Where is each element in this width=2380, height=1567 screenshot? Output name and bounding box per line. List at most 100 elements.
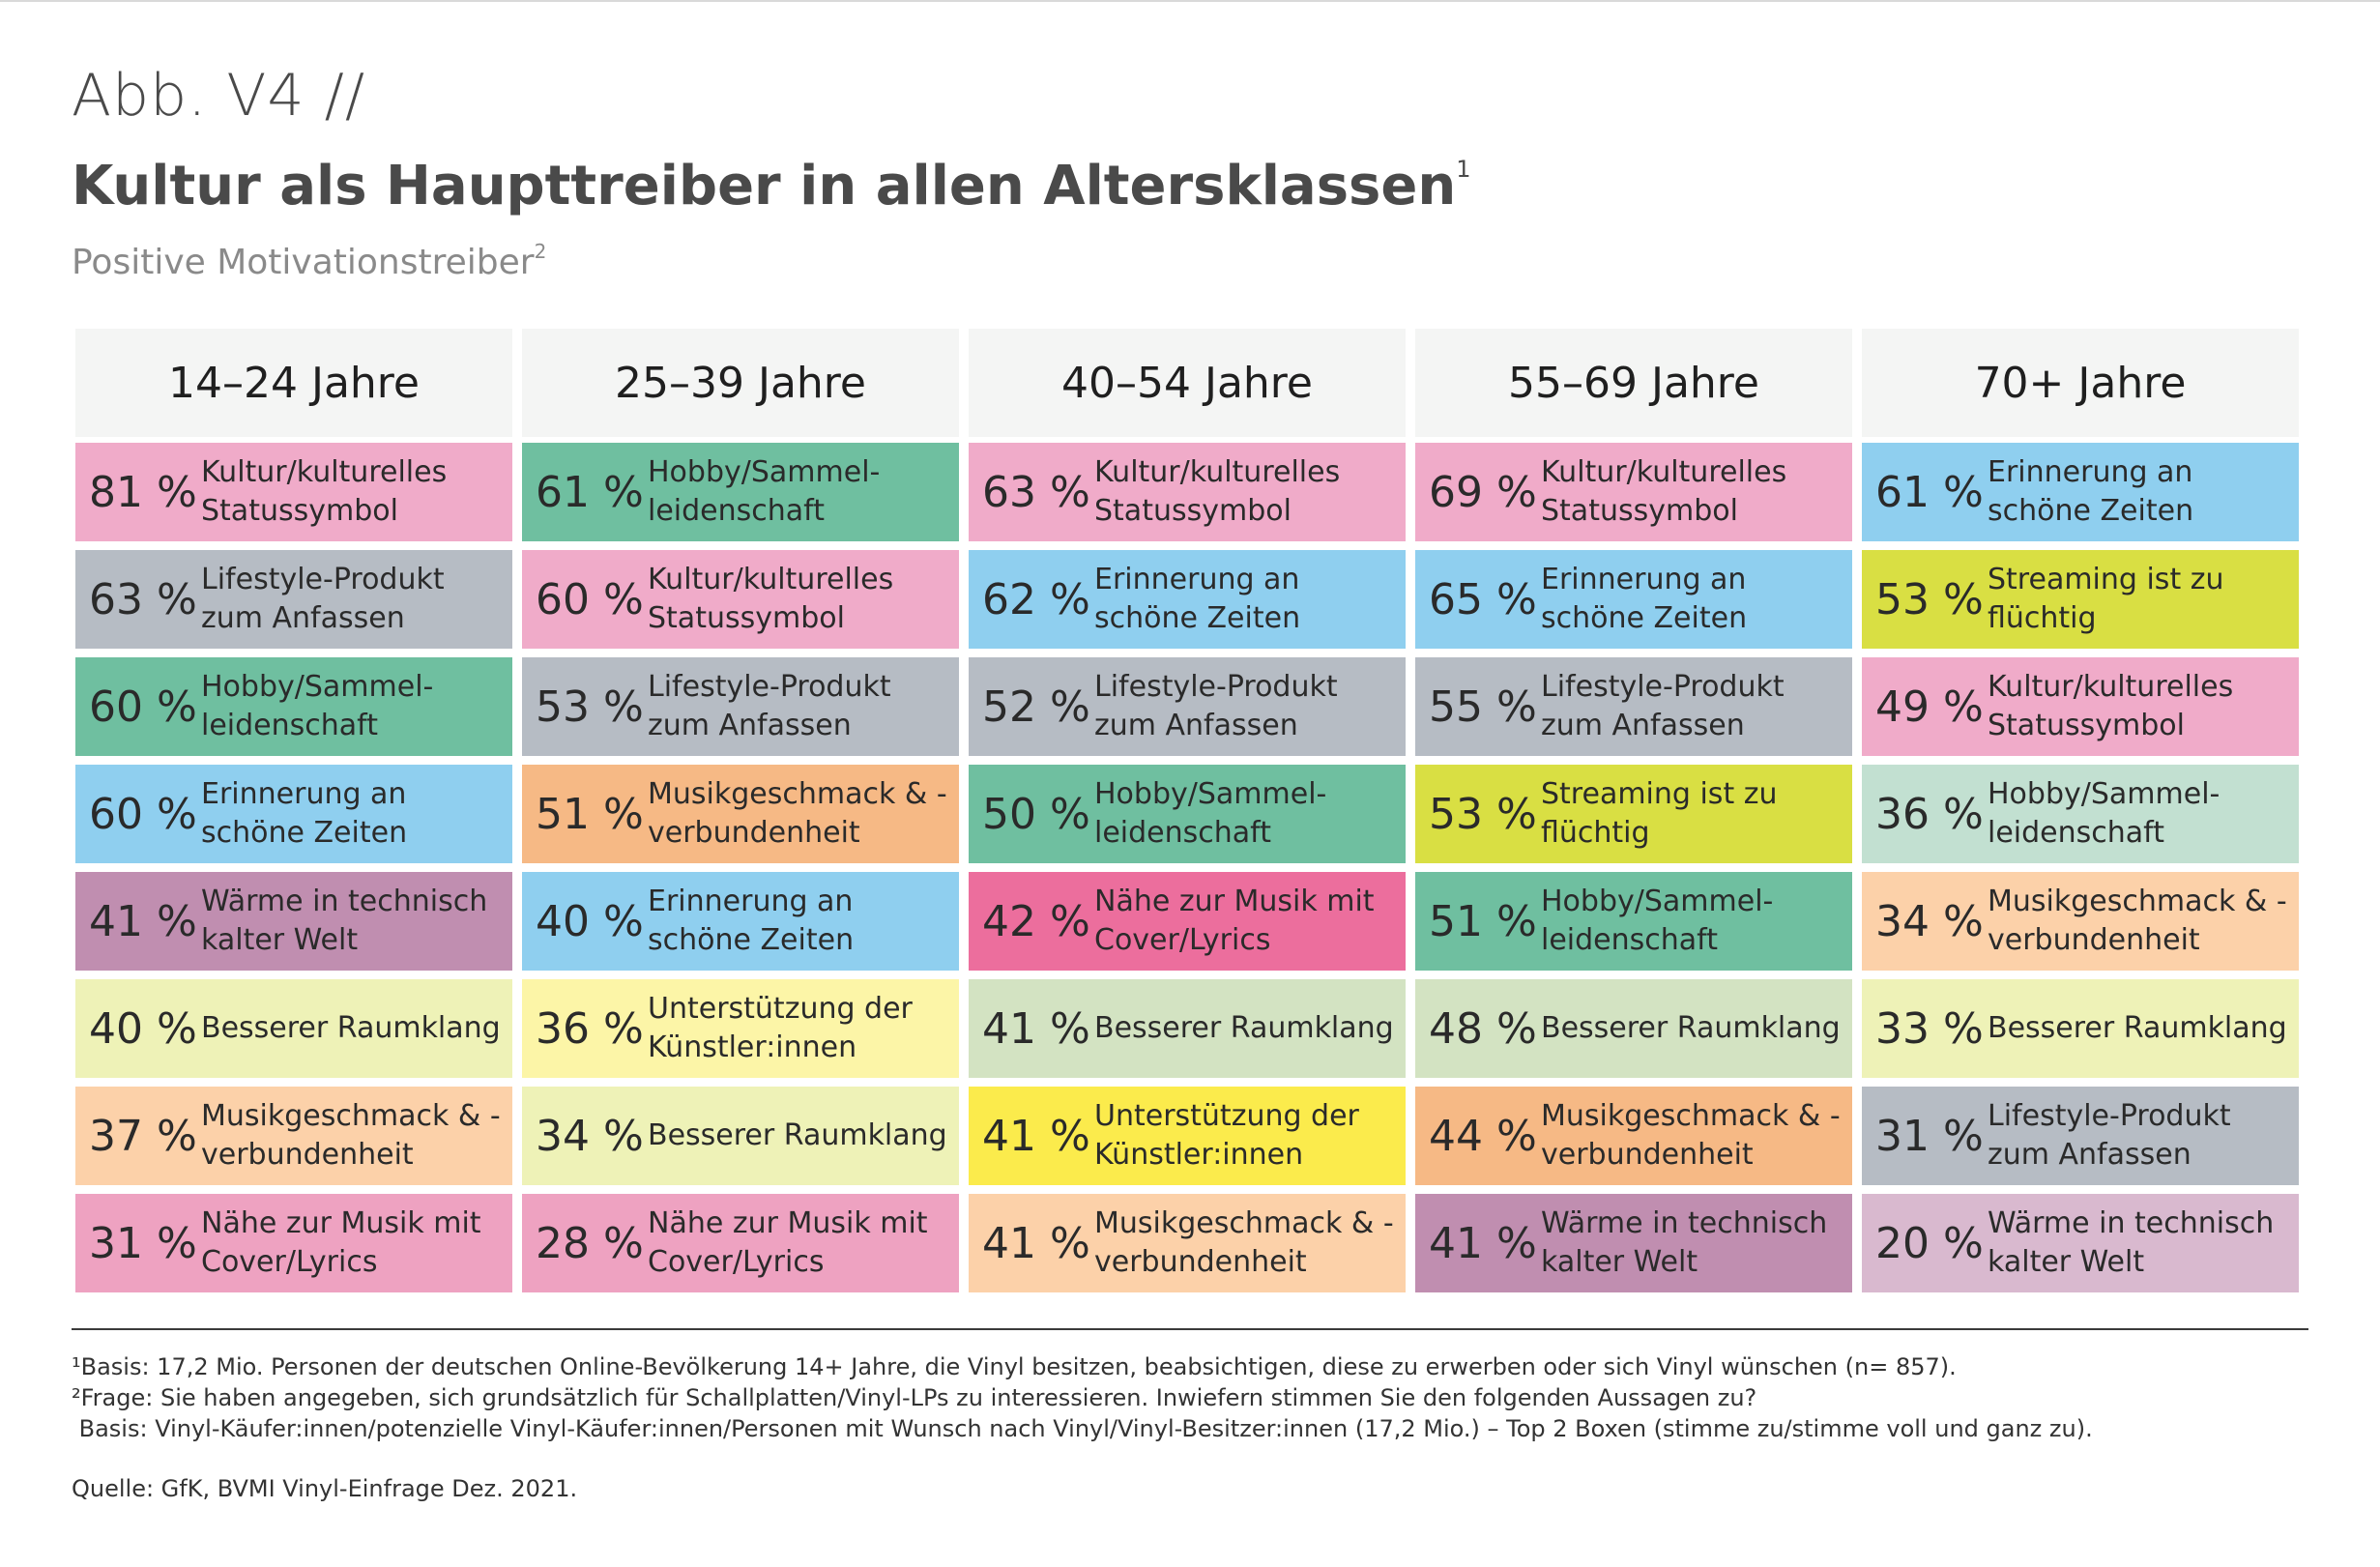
subtitle-text: Positive Motivationstreiber (72, 243, 535, 282)
percent-value: 42 % (982, 896, 1090, 946)
table-cell: 41 % Besserer Raumklang (969, 979, 1406, 1078)
driver-label: Besserer Raumklang (201, 1011, 501, 1045)
page-title: Kultur als Haupttreiber in allen Altersk… (72, 155, 1471, 218)
percent-value: 41 % (982, 1003, 1090, 1054)
table-cell: 63 % Lifestyle-Produkt zum Anfassen (75, 550, 512, 649)
percent-value: 65 % (1429, 574, 1537, 624)
percent-value: 31 % (1875, 1111, 1984, 1161)
percent-value: 55 % (1429, 682, 1537, 732)
table-cell: 36 % Unterstützung der Künstler:innen (522, 979, 959, 1078)
driver-label: Lifestyle-Produkt zum Anfassen (648, 670, 891, 742)
table-cell: 31 % Nähe zur Musik mit Cover/Lyrics (75, 1194, 512, 1292)
age-column: 25–39 Jahre 61 % Hobby/Sammel-leidenschaft… (522, 329, 959, 1300)
percent-value: 51 % (1429, 896, 1537, 946)
table-cell: 31 % Lifestyle-Produkt zum Anfassen (1862, 1087, 2299, 1185)
percent-value: 63 % (89, 574, 197, 624)
footnote-1: ¹Basis: 17,2 Mio. Personen der deutschen… (72, 1353, 1957, 1380)
table-cell: 34 % Besserer Raumklang (522, 1087, 959, 1185)
driver-label: Lifestyle-Produkt zum Anfassen (201, 563, 445, 635)
table-cell: 51 % Hobby/Sammel-leidenschaft (1415, 872, 1852, 971)
driver-label: Kultur/kulturelles Statussymbol (1988, 670, 2234, 742)
driver-label: Erinnerung an schöne Zeiten (1094, 563, 1301, 635)
percent-value: 36 % (536, 1003, 644, 1054)
table-cell: 50 % Hobby/Sammel-leidenschaft (969, 765, 1406, 863)
driver-label: Besserer Raumklang (648, 1118, 947, 1152)
table-cell: 51 % Musikgeschmack & -verbundenheit (522, 765, 959, 863)
percent-value: 31 % (89, 1218, 197, 1268)
table-cell: 61 % Hobby/Sammel-leidenschaft (522, 443, 959, 541)
footnote-3: Basis: Vinyl-Käufer:innen/potenzielle Vi… (72, 1415, 2093, 1442)
percent-value: 53 % (1429, 789, 1537, 839)
driver-label: Streaming ist zu flüchtig (1988, 563, 2224, 635)
driver-label: Wärme in technisch kalter Welt (201, 885, 488, 957)
driver-label: Nähe zur Musik mit Cover/Lyrics (201, 1206, 481, 1279)
table-cell: 81 % Kultur/kulturelles Statussymbol (75, 443, 512, 541)
page-subtitle: Positive Motivationstreiber2 (72, 240, 546, 282)
driver-label: Wärme in technisch kalter Welt (1541, 1206, 1828, 1279)
percent-value: 63 % (982, 467, 1090, 517)
age-column: 55–69 Jahre 69 % Kultur/kulturelles Status… (1415, 329, 1852, 1300)
percent-value: 81 % (89, 467, 197, 517)
driver-label: Lifestyle-Produkt zum Anfassen (1094, 670, 1338, 742)
column-header: 25–39 Jahre (522, 329, 959, 437)
footnote-2: ²Frage: Sie haben angegeben, sich grunds… (72, 1384, 1757, 1411)
table-cell: 63 % Kultur/kulturelles Statussymbol (969, 443, 1406, 541)
percent-value: 48 % (1429, 1003, 1537, 1054)
driver-label: Musikgeschmack & -verbundenheit (1094, 1206, 1394, 1279)
table-cell: 52 % Lifestyle-Produkt zum Anfassen (969, 657, 1406, 756)
percent-value: 52 % (982, 682, 1090, 732)
percent-value: 51 % (536, 789, 644, 839)
percent-value: 41 % (982, 1218, 1090, 1268)
age-column: 14–24 Jahre 81 % Kultur/kulturelles Status… (75, 329, 512, 1300)
table-cell: 28 % Nähe zur Musik mit Cover/Lyrics (522, 1194, 959, 1292)
driver-label: Besserer Raumklang (1094, 1011, 1394, 1045)
driver-label: Nähe zur Musik mit Cover/Lyrics (648, 1206, 928, 1279)
table-cell: 69 % Kultur/kulturelles Statussymbol (1415, 443, 1852, 541)
top-divider (0, 0, 2380, 2)
table-cell: 34 % Musikgeschmack & -verbundenheit (1862, 872, 2299, 971)
footer-divider (72, 1328, 2308, 1330)
driver-label: Erinnerung an schöne Zeiten (1541, 563, 1748, 635)
percent-value: 37 % (89, 1111, 197, 1161)
table-cell: 62 % Erinnerung an schöne Zeiten (969, 550, 1406, 649)
percent-value: 60 % (89, 789, 197, 839)
driver-label: Hobby/Sammel-leidenschaft (1988, 777, 2220, 850)
driver-label: Wärme in technisch kalter Welt (1988, 1206, 2275, 1279)
percent-value: 62 % (982, 574, 1090, 624)
percent-value: 69 % (1429, 467, 1537, 517)
title-text: Kultur als Haupttreiber in allen Altersk… (72, 155, 1457, 218)
table-cell: 61 % Erinnerung an schöne Zeiten (1862, 443, 2299, 541)
driver-label: Kultur/kulturelles Statussymbol (648, 563, 894, 635)
table-cell: 42 % Nähe zur Musik mit Cover/Lyrics (969, 872, 1406, 971)
driver-label: Lifestyle-Produkt zum Anfassen (1541, 670, 1785, 742)
table-cell: 48 % Besserer Raumklang (1415, 979, 1852, 1078)
age-column: 40–54 Jahre 63 % Kultur/kulturelles Status… (969, 329, 1406, 1300)
driver-label: Musikgeschmack & -verbundenheit (1988, 885, 2287, 957)
column-header: 40–54 Jahre (969, 329, 1406, 437)
table-cell: 60 % Kultur/kulturelles Statussymbol (522, 550, 959, 649)
source-note: Quelle: GfK, BVMI Vinyl-Einfrage Dez. 20… (72, 1475, 578, 1502)
percent-value: 41 % (1429, 1218, 1537, 1268)
driver-label: Hobby/Sammel-leidenschaft (1094, 777, 1327, 850)
subtitle-footnote-mark: 2 (534, 240, 547, 263)
driver-label: Lifestyle-Produkt zum Anfassen (1988, 1099, 2231, 1172)
percent-value: 49 % (1875, 682, 1984, 732)
driver-label: Musikgeschmack & -verbundenheit (1541, 1099, 1841, 1172)
table-cell: 55 % Lifestyle-Produkt zum Anfassen (1415, 657, 1852, 756)
percent-value: 50 % (982, 789, 1090, 839)
percent-value: 33 % (1875, 1003, 1984, 1054)
table-cell: 44 % Musikgeschmack & -verbundenheit (1415, 1087, 1852, 1185)
percent-value: 44 % (1429, 1111, 1537, 1161)
percent-value: 40 % (89, 1003, 197, 1054)
percent-value: 40 % (536, 896, 644, 946)
driver-label: Besserer Raumklang (1988, 1011, 2287, 1045)
table-cell: 20 % Wärme in technisch kalter Welt (1862, 1194, 2299, 1292)
driver-label: Kultur/kulturelles Statussymbol (1541, 455, 1787, 528)
driver-label: Musikgeschmack & -verbundenheit (648, 777, 947, 850)
table-cell: 41 % Wärme in technisch kalter Welt (75, 872, 512, 971)
driver-label: Kultur/kulturelles Statussymbol (1094, 455, 1341, 528)
age-group-table: 14–24 Jahre 81 % Kultur/kulturelles Status… (75, 329, 2299, 1300)
driver-label: Nähe zur Musik mit Cover/Lyrics (1094, 885, 1375, 957)
percent-value: 41 % (982, 1111, 1090, 1161)
percent-value: 41 % (89, 896, 197, 946)
